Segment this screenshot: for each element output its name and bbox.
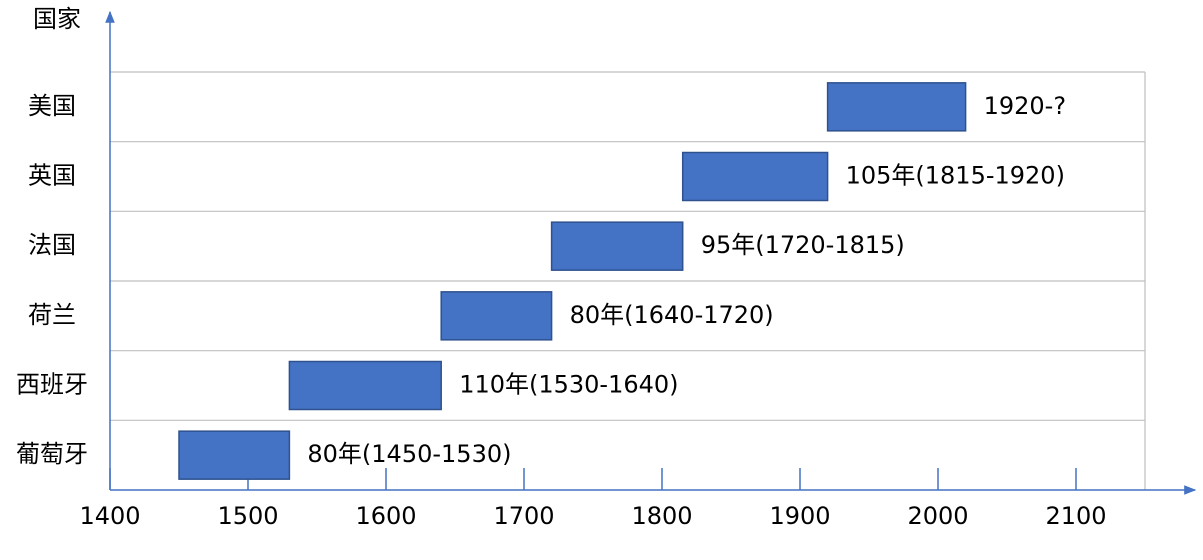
x-tick-label: 2100	[1045, 502, 1106, 530]
x-tick-label: 1400	[79, 502, 140, 530]
y-axis-label: 国家	[33, 5, 81, 33]
x-tick-label: 1900	[769, 502, 830, 530]
value-label: 80年(1640-1720)	[570, 301, 774, 329]
y-tick-label: 西班牙	[16, 371, 88, 399]
x-tick-label: 1600	[355, 502, 416, 530]
x-tick-label: 1500	[217, 502, 278, 530]
value-label: 80年(1450-1530)	[307, 440, 511, 468]
value-label: 110年(1530-1640)	[459, 371, 678, 399]
value-label: 105年(1815-1920)	[846, 162, 1065, 190]
x-tick-label: 1700	[493, 502, 554, 530]
bar	[178, 430, 291, 480]
x-tick-label: 1800	[631, 502, 692, 530]
y-tick-label: 美国	[28, 92, 76, 120]
value-label: 1920-?	[984, 92, 1066, 120]
x-tick-label: 2000	[907, 502, 968, 530]
bar	[550, 221, 684, 271]
bar	[440, 291, 553, 341]
y-tick-label: 英国	[28, 162, 76, 190]
value-label: 95年(1720-1815)	[701, 231, 905, 259]
y-tick-label: 荷兰	[28, 301, 76, 329]
y-tick-label: 法国	[28, 231, 76, 259]
bar	[681, 151, 829, 202]
bar	[826, 82, 967, 132]
bar	[288, 360, 442, 411]
y-tick-label: 葡萄牙	[16, 440, 88, 468]
